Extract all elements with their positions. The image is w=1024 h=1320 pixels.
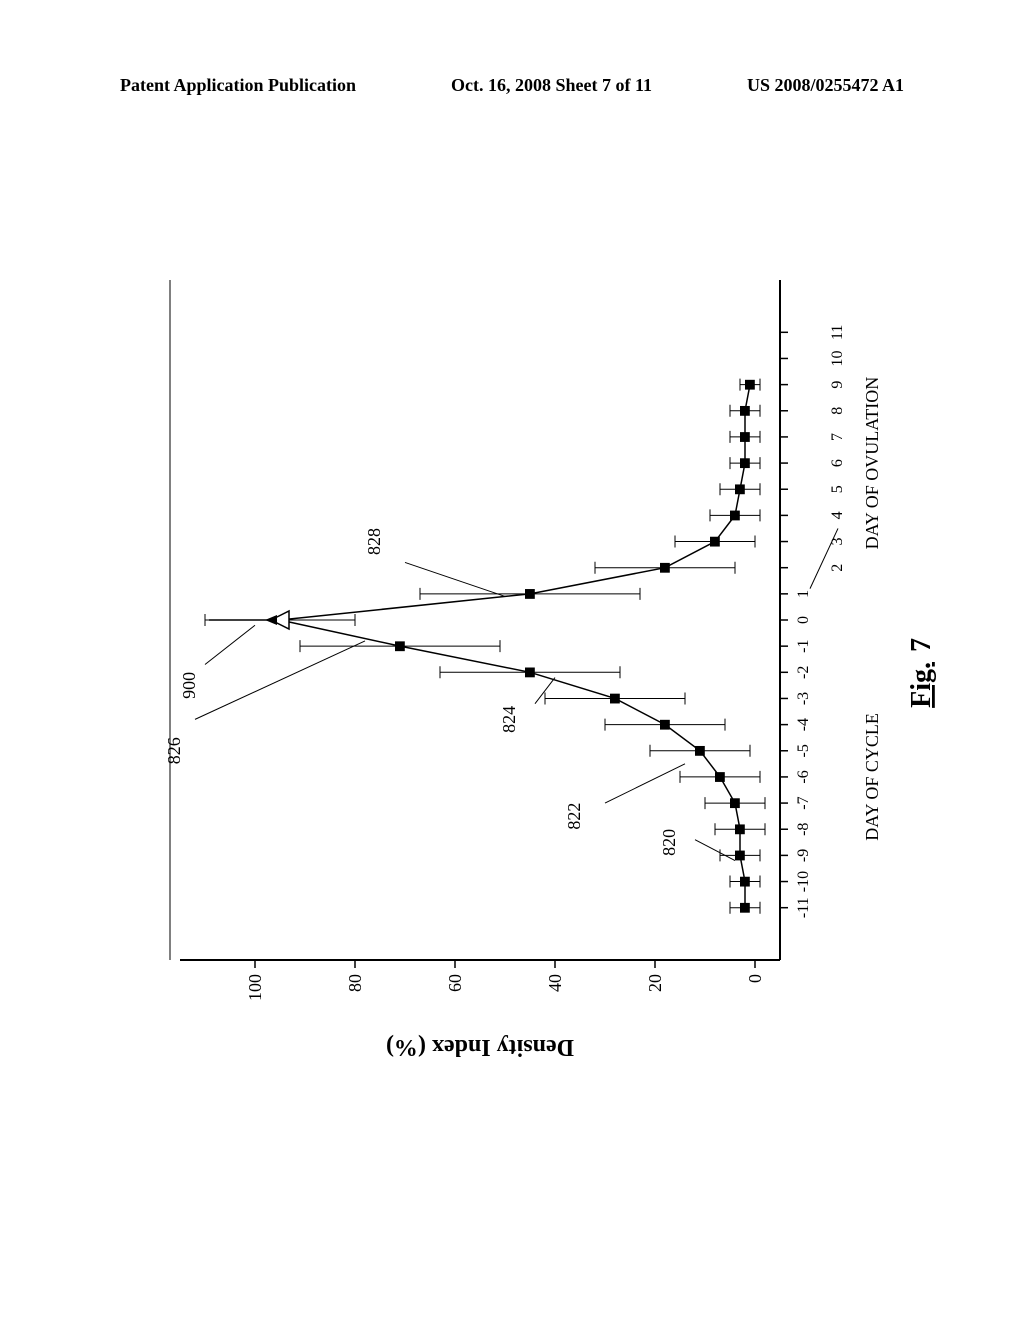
header-right: US 2008/0255472 A1 [747,75,904,96]
svg-text:2: 2 [829,564,846,572]
svg-text:-1: -1 [795,639,812,652]
svg-text:40: 40 [545,974,565,992]
svg-text:100: 100 [245,974,265,1001]
svg-text:Fig.: Fig. [906,662,937,708]
svg-text:-2: -2 [795,666,812,679]
svg-text:820: 820 [659,829,679,856]
svg-text:-6: -6 [795,770,812,783]
svg-text:10: 10 [829,350,846,366]
figure-7: 020406080100-11-10-9-8-7-6-5-4-3-2-10123… [60,200,960,1100]
header-left: Patent Application Publication [120,75,356,96]
svg-text:-5: -5 [795,744,812,757]
header-center: Oct. 16, 2008 Sheet 7 of 11 [451,75,652,96]
svg-text:60: 60 [445,974,465,992]
svg-text:826: 826 [164,737,184,764]
svg-text:1: 1 [795,590,812,598]
svg-text:-7: -7 [795,796,812,809]
svg-text:-11: -11 [795,897,812,918]
svg-text:6: 6 [829,459,846,467]
svg-text:-10: -10 [795,871,812,892]
svg-text:5: 5 [829,485,846,493]
svg-text:7: 7 [906,638,937,652]
svg-text:0: 0 [795,616,812,624]
page-header: Patent Application Publication Oct. 16, … [0,75,1024,96]
svg-text:-8: -8 [795,823,812,836]
svg-text:824: 824 [499,706,519,733]
svg-text:20: 20 [645,974,665,992]
svg-text:900: 900 [179,672,199,699]
svg-text:DAY OF CYCLE: DAY OF CYCLE [862,713,882,841]
svg-text:7: 7 [829,433,846,441]
svg-text:4: 4 [829,511,846,519]
svg-text:-9: -9 [795,849,812,862]
svg-text:9: 9 [829,381,846,389]
svg-text:828: 828 [364,528,384,555]
svg-text:80: 80 [345,974,365,992]
svg-text:822: 822 [564,803,584,830]
svg-text:0: 0 [745,974,765,983]
svg-text:8: 8 [829,407,846,415]
svg-text:-3: -3 [795,692,812,705]
svg-text:-4: -4 [795,718,812,731]
svg-text:DAY OF OVULATION: DAY OF OVULATION [862,377,882,550]
svg-text:11: 11 [829,325,846,340]
density-chart: 020406080100-11-10-9-8-7-6-5-4-3-2-10123… [60,200,960,1100]
svg-text:Density Index (%): Density Index (%) [386,1034,574,1060]
